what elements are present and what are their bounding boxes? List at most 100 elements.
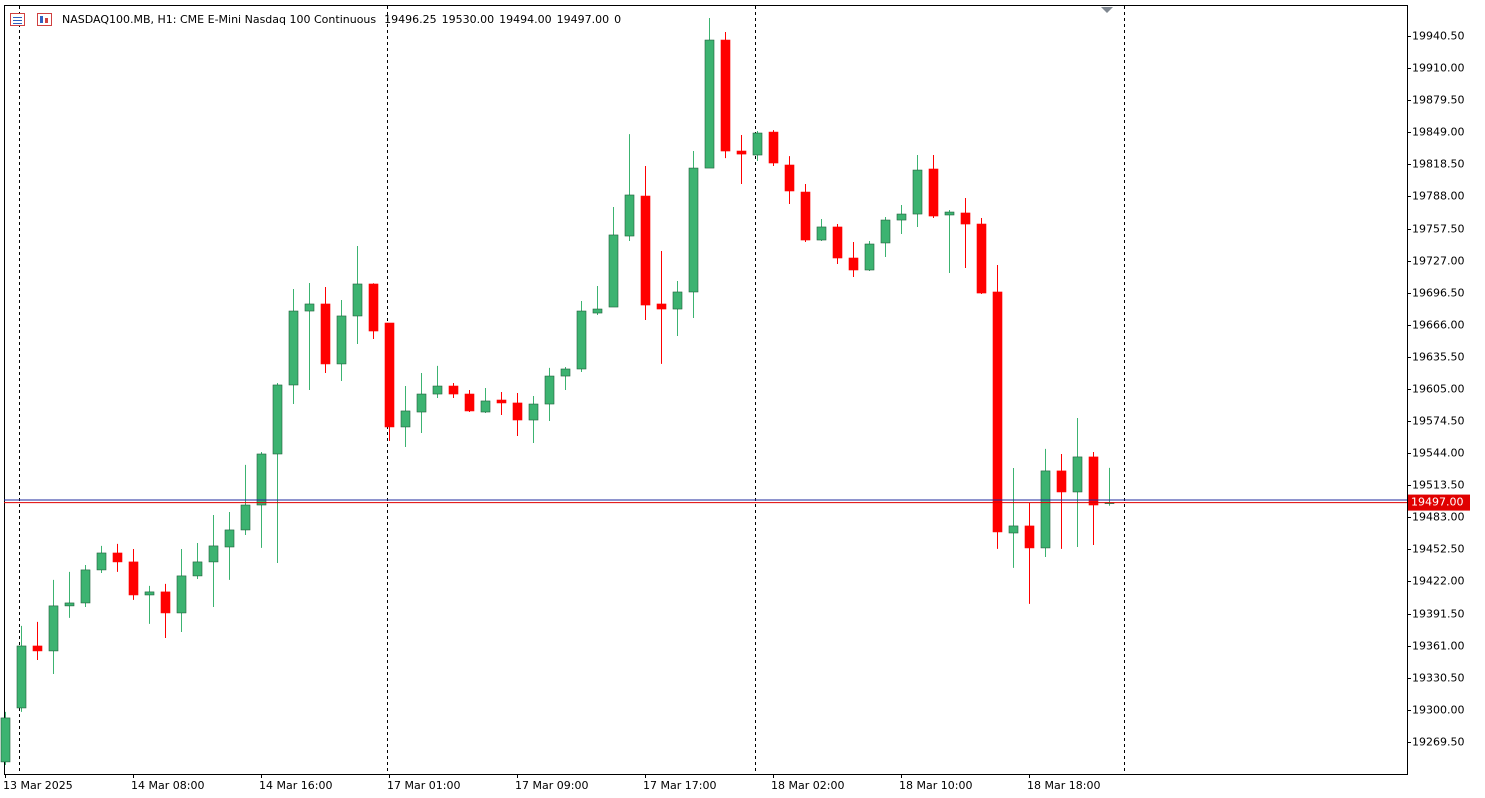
candle-body bbox=[464, 393, 475, 412]
candle-body bbox=[160, 591, 171, 614]
candle-body bbox=[864, 243, 875, 271]
candle-body bbox=[416, 393, 427, 413]
candle-body bbox=[16, 645, 27, 709]
x-tick-label: 17 Mar 17:00 bbox=[643, 779, 716, 792]
candle-body bbox=[176, 575, 187, 614]
header-value: 19494.00 bbox=[499, 13, 552, 26]
y-tick-label: 19666.00 bbox=[1412, 319, 1465, 332]
candle-body bbox=[544, 375, 555, 405]
candle-body bbox=[512, 402, 523, 421]
candle-body bbox=[304, 303, 315, 312]
candle-body bbox=[208, 545, 219, 563]
candle-body bbox=[144, 591, 155, 596]
candle-body bbox=[368, 283, 379, 332]
y-tick-label: 19452.50 bbox=[1412, 543, 1465, 556]
candle-body bbox=[832, 226, 843, 259]
candle-body bbox=[912, 169, 923, 215]
candle-body bbox=[112, 552, 123, 563]
y-tick-label: 19605.00 bbox=[1412, 383, 1465, 396]
candle-body bbox=[672, 291, 683, 310]
candle-body bbox=[880, 219, 891, 244]
candle-body bbox=[272, 384, 283, 455]
y-tick-label: 19300.00 bbox=[1412, 704, 1465, 717]
candle-body bbox=[80, 569, 91, 604]
candle-body bbox=[352, 283, 363, 317]
candle-body bbox=[688, 167, 699, 293]
icon bbox=[37, 13, 52, 26]
candle-body bbox=[736, 150, 747, 155]
x-tick-label: 13 Mar 2025 bbox=[3, 779, 73, 792]
candle-body bbox=[192, 561, 203, 577]
y-tick-label: 19422.00 bbox=[1412, 575, 1465, 588]
candle-body bbox=[256, 453, 267, 506]
candle-body bbox=[480, 400, 491, 413]
header-value: 0 bbox=[614, 13, 621, 26]
y-tick-label: 19330.50 bbox=[1412, 672, 1465, 685]
candle-body bbox=[1008, 525, 1019, 534]
y-tick-label: 19269.50 bbox=[1412, 736, 1465, 749]
candle-body bbox=[224, 529, 235, 548]
candle-body bbox=[560, 368, 571, 377]
candle-body bbox=[48, 605, 59, 652]
candle-body bbox=[944, 211, 955, 216]
candle-body bbox=[624, 194, 635, 237]
candle-body bbox=[720, 39, 731, 152]
candle-body bbox=[704, 39, 715, 169]
candle-body bbox=[896, 213, 907, 221]
candle-body bbox=[992, 291, 1003, 533]
header-value: 19530.00 bbox=[442, 13, 495, 26]
shift-marker bbox=[1101, 7, 1113, 13]
candle-body bbox=[496, 399, 507, 404]
candle-body bbox=[848, 257, 859, 271]
candle-body bbox=[96, 552, 107, 571]
candle-body bbox=[752, 132, 763, 156]
y-tick-label: 19879.50 bbox=[1412, 94, 1465, 107]
y-tick-label: 19696.50 bbox=[1412, 287, 1465, 300]
y-tick-label: 19635.50 bbox=[1412, 351, 1465, 364]
candle-body bbox=[592, 308, 603, 314]
candle-body bbox=[32, 645, 43, 652]
y-tick-label: 19818.50 bbox=[1412, 158, 1465, 171]
x-tick-label: 18 Mar 18:00 bbox=[1027, 779, 1100, 792]
candle-body bbox=[400, 410, 411, 428]
y-tick-label: 19361.00 bbox=[1412, 640, 1465, 653]
chart-title: NASDAQ100.MB, H1: CME E-Mini Nasdaq 100 … bbox=[62, 13, 376, 26]
candle-body bbox=[448, 385, 459, 395]
header-value: 19497.00 bbox=[557, 13, 610, 26]
header-icons bbox=[10, 13, 52, 26]
candle-body bbox=[1040, 470, 1051, 549]
header-value: 19496.25 bbox=[384, 13, 437, 26]
candle-body bbox=[976, 223, 987, 294]
x-tick-label: 17 Mar 09:00 bbox=[515, 779, 588, 792]
icon bbox=[10, 13, 25, 26]
candle-body bbox=[576, 310, 587, 370]
y-tick-label: 19788.00 bbox=[1412, 190, 1465, 203]
y-tick-label: 19544.00 bbox=[1412, 447, 1465, 460]
x-tick-label: 17 Mar 01:00 bbox=[387, 779, 460, 792]
y-tick-label: 19757.50 bbox=[1412, 223, 1465, 236]
candle-body bbox=[656, 303, 667, 310]
y-tick-label: 19727.00 bbox=[1412, 255, 1465, 268]
y-tick-label: 19483.00 bbox=[1412, 511, 1465, 524]
candle-body bbox=[784, 164, 795, 192]
candle-body bbox=[0, 717, 11, 763]
y-tick-label: 19574.50 bbox=[1412, 415, 1465, 428]
y-tick-label: 19391.50 bbox=[1412, 608, 1465, 621]
x-tick-label: 14 Mar 08:00 bbox=[131, 779, 204, 792]
candle-body bbox=[432, 385, 443, 395]
candle-body bbox=[320, 303, 331, 365]
candle-body bbox=[640, 195, 651, 306]
price-label-box bbox=[1408, 494, 1470, 511]
candle-body bbox=[1088, 456, 1099, 506]
candle-body bbox=[768, 131, 779, 164]
candle-body bbox=[528, 403, 539, 421]
y-tick-label: 19513.50 bbox=[1412, 479, 1465, 492]
x-tick-label: 18 Mar 10:00 bbox=[899, 779, 972, 792]
candle-body bbox=[1056, 470, 1067, 493]
candle-body bbox=[1072, 456, 1083, 493]
y-tick-label: 19940.50 bbox=[1412, 30, 1465, 43]
candle-body bbox=[960, 212, 971, 225]
